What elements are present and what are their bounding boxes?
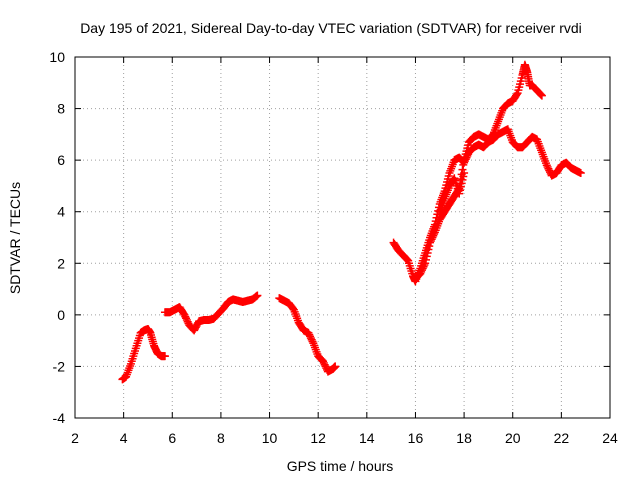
- data-point: [319, 358, 328, 367]
- data-point: [426, 236, 435, 245]
- x-tick-label: 8: [217, 430, 225, 446]
- data-point: [320, 360, 329, 369]
- grid-lines: [75, 57, 610, 418]
- x-tick-label: 22: [554, 430, 570, 446]
- series-segment-5: [411, 60, 546, 283]
- x-tick-label: 2: [71, 430, 79, 446]
- y-tick-label: 8: [57, 101, 65, 117]
- y-tick-label: 4: [57, 204, 65, 220]
- series-segment-4: [389, 125, 585, 286]
- data-point: [421, 259, 430, 268]
- data-point: [428, 233, 437, 242]
- data-point: [458, 175, 467, 184]
- data-point: [460, 169, 469, 178]
- x-tick-label: 24: [602, 430, 618, 446]
- data-point: [403, 255, 412, 264]
- data-markers: [118, 60, 585, 384]
- data-point: [321, 362, 330, 371]
- data-point: [402, 254, 411, 263]
- data-point: [456, 182, 465, 191]
- data-point: [306, 332, 315, 341]
- data-point: [419, 262, 428, 271]
- y-ticks: -4 -2 0 2 4 6 8 10: [49, 49, 610, 426]
- data-point: [537, 91, 546, 100]
- data-point: [417, 266, 426, 275]
- data-point: [304, 328, 313, 337]
- data-point: [545, 166, 554, 175]
- y-tick-label: 0: [57, 307, 65, 323]
- data-point: [182, 314, 191, 323]
- y-tick-label: -4: [53, 410, 66, 426]
- data-point: [459, 172, 468, 181]
- x-axis-label: GPS time / hours: [287, 458, 394, 474]
- data-point: [458, 165, 467, 174]
- data-point: [331, 362, 340, 371]
- series-segment-1: [118, 325, 169, 384]
- data-point: [422, 252, 431, 261]
- data-point: [416, 269, 425, 278]
- x-tick-label: 14: [359, 430, 375, 446]
- data-point: [426, 238, 435, 247]
- data-point: [456, 186, 465, 195]
- data-point: [319, 357, 328, 366]
- data-point: [306, 334, 315, 343]
- data-point: [427, 235, 436, 244]
- data-point: [430, 230, 439, 239]
- data-point: [180, 310, 189, 319]
- y-tick-label: -2: [53, 358, 66, 374]
- data-point: [542, 161, 551, 170]
- chart-title: Day 195 of 2021, Sidereal Day-to-day VTE…: [80, 20, 582, 36]
- y-axis-label: SDTVAR / TECUs: [7, 182, 23, 294]
- data-point: [459, 160, 468, 169]
- data-point: [536, 89, 545, 98]
- y-tick-label: 6: [57, 152, 65, 168]
- data-point: [457, 179, 466, 188]
- x-tick-label: 12: [310, 430, 326, 446]
- data-point: [455, 189, 464, 198]
- x-tick-label: 4: [120, 430, 128, 446]
- series-segment-3: [275, 294, 340, 376]
- data-point: [429, 231, 438, 240]
- data-point: [418, 264, 427, 273]
- data-point: [160, 352, 169, 361]
- series-segment-2: [160, 291, 262, 335]
- x-tick-label: 16: [408, 430, 424, 446]
- x-tick-label: 18: [456, 430, 472, 446]
- data-point: [417, 267, 426, 276]
- data-point: [420, 261, 429, 270]
- data-point: [183, 317, 192, 326]
- data-point: [424, 245, 433, 254]
- data-point: [308, 337, 317, 346]
- data-point: [307, 335, 316, 344]
- plot-frame: [74, 56, 611, 419]
- data-point: [512, 90, 521, 99]
- data-point: [182, 316, 191, 325]
- data-point: [423, 248, 432, 257]
- x-tick-label: 6: [168, 430, 176, 446]
- x-ticks: 2 4 6 8 10 12 14 16 18 20 22 24: [71, 57, 618, 446]
- y-tick-label: 2: [57, 255, 65, 271]
- data-point: [421, 255, 430, 264]
- series-segment-6: [435, 169, 469, 216]
- x-tick-label: 20: [505, 430, 521, 446]
- y-tick-label: 10: [49, 49, 65, 65]
- data-point: [537, 90, 546, 99]
- data-point: [253, 291, 262, 300]
- data-point: [181, 312, 190, 321]
- data-point: [544, 164, 553, 173]
- data-point: [305, 330, 314, 339]
- data-point: [543, 163, 552, 172]
- data-point: [425, 242, 434, 251]
- data-point: [576, 169, 585, 178]
- x-tick-label: 10: [262, 430, 278, 446]
